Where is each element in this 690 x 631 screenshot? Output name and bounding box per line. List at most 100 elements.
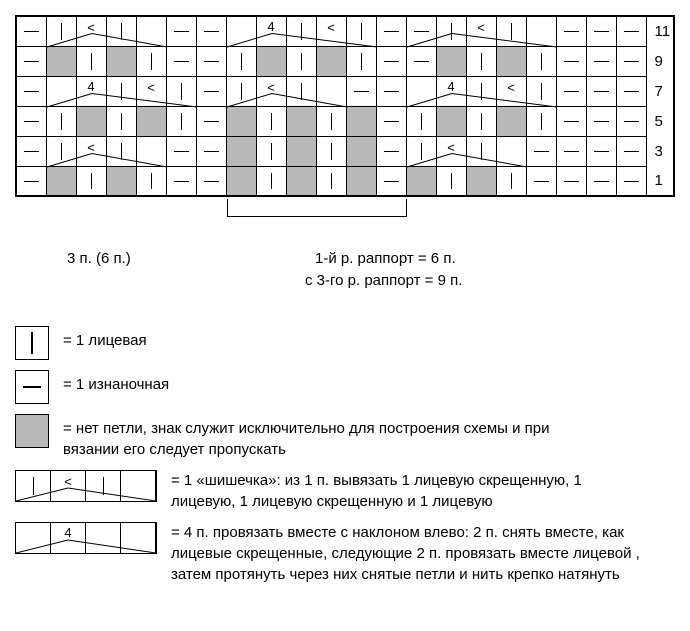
cell — [166, 106, 196, 136]
cell — [346, 16, 376, 46]
cell — [616, 106, 646, 136]
cell — [196, 76, 226, 106]
knitting-chart: 1197531 — [15, 15, 675, 197]
cell — [496, 106, 526, 136]
cell — [316, 106, 346, 136]
cell — [76, 106, 106, 136]
cell — [346, 166, 376, 196]
cell — [166, 16, 196, 46]
cell — [226, 136, 256, 166]
cell — [436, 46, 466, 76]
knit-symbol — [15, 326, 49, 360]
cell — [106, 106, 136, 136]
cell — [406, 166, 436, 196]
cell — [526, 136, 556, 166]
cell — [76, 16, 106, 46]
cell — [136, 106, 166, 136]
cell — [556, 46, 586, 76]
cell — [466, 16, 496, 46]
cell — [286, 46, 316, 76]
cell — [76, 136, 106, 166]
cell — [346, 136, 376, 166]
row-number: 3 — [646, 136, 674, 166]
cell — [196, 106, 226, 136]
cell — [586, 46, 616, 76]
cell — [106, 136, 136, 166]
row-number: 5 — [646, 106, 674, 136]
cell — [166, 76, 196, 106]
cell — [46, 46, 76, 76]
cell — [346, 76, 376, 106]
cell — [16, 166, 46, 196]
cell — [616, 166, 646, 196]
cell — [226, 46, 256, 76]
cell — [136, 166, 166, 196]
cell — [556, 16, 586, 46]
cell — [406, 46, 436, 76]
cell — [556, 136, 586, 166]
cell — [466, 76, 496, 106]
cell — [226, 76, 256, 106]
cell — [496, 46, 526, 76]
cell — [586, 166, 616, 196]
cell — [256, 106, 286, 136]
bobble-symbol — [15, 470, 157, 502]
cell — [76, 166, 106, 196]
cell — [286, 16, 316, 46]
cell — [556, 166, 586, 196]
cell — [496, 16, 526, 46]
cell — [196, 16, 226, 46]
cell — [466, 106, 496, 136]
legend-nostitch: = нет петли, знак служит исключительно д… — [15, 414, 675, 460]
dec4-symbol — [15, 522, 157, 554]
rapport-line-1: 1-й р. раппорт = 6 п. — [315, 250, 456, 267]
cell — [526, 46, 556, 76]
cell — [46, 136, 76, 166]
cell — [136, 46, 166, 76]
dec4-label: = 4 п. провязать вместе с наклоном влево… — [157, 522, 647, 585]
cell — [436, 166, 466, 196]
cell — [556, 76, 586, 106]
cell — [436, 106, 466, 136]
cell — [466, 46, 496, 76]
cell — [376, 136, 406, 166]
cell — [256, 166, 286, 196]
legend-bobble: = 1 «шишечка»: из 1 п. вывязать 1 лицеву… — [15, 470, 675, 512]
cell — [136, 76, 166, 106]
cell — [526, 166, 556, 196]
cell — [226, 106, 256, 136]
cell — [136, 16, 166, 46]
cell — [286, 136, 316, 166]
cell — [166, 136, 196, 166]
cell — [106, 46, 136, 76]
cell — [16, 16, 46, 46]
cell — [16, 76, 46, 106]
rapport-bracket — [227, 199, 407, 217]
rapport-line-2: с 3-го р. раппорт = 9 п. — [305, 272, 462, 289]
legend-dec4: = 4 п. провязать вместе с наклоном влево… — [15, 522, 675, 585]
cell — [406, 16, 436, 46]
cell — [46, 166, 76, 196]
cell — [586, 16, 616, 46]
cell — [376, 166, 406, 196]
cell — [166, 166, 196, 196]
cell — [376, 76, 406, 106]
cell — [106, 16, 136, 46]
cell — [586, 136, 616, 166]
cell — [616, 136, 646, 166]
cell — [436, 16, 466, 46]
cell — [136, 136, 166, 166]
cell — [586, 106, 616, 136]
cell — [256, 76, 286, 106]
cell — [376, 106, 406, 136]
cell — [16, 46, 46, 76]
nostitch-symbol — [15, 414, 49, 448]
cell — [616, 16, 646, 46]
cell — [196, 166, 226, 196]
cell — [196, 46, 226, 76]
row-number: 9 — [646, 46, 674, 76]
cell — [286, 76, 316, 106]
cell — [286, 106, 316, 136]
cell — [76, 46, 106, 76]
purl-symbol — [15, 370, 49, 404]
